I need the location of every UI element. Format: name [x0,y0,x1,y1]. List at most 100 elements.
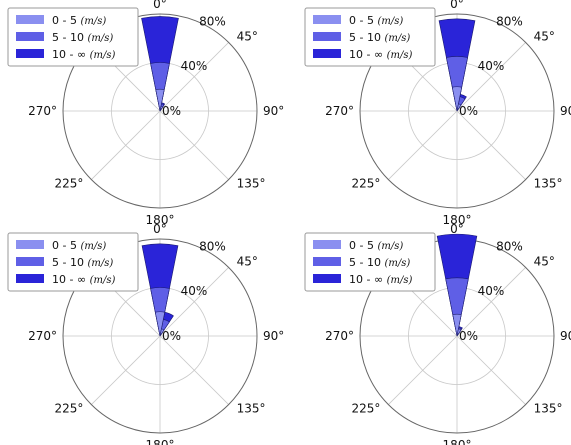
angle-tick-label: 0° [450,222,464,236]
legend-label: 5 - 10 (m/s) [52,256,113,269]
angle-tick-label: 180° [443,213,472,227]
windrose-sector [451,86,463,112]
angle-tick-label: 90° [263,329,284,343]
radial-tick-label: 40% [181,284,208,298]
legend-swatch [313,15,341,24]
angular-grid-line [159,42,229,112]
windrose-sector [456,328,462,337]
angle-tick-label: 180° [146,438,175,445]
legend-swatch [16,274,44,283]
windrose-sector [159,105,164,112]
angle-tick-label: 225° [54,402,83,416]
angular-grid-line [159,335,229,405]
angle-tick-label: 0° [153,0,167,11]
legend-label: 0 - 5 (m/s) [52,239,106,252]
angle-tick-label: 180° [146,213,175,227]
angular-grid-line [159,110,229,180]
radial-tick-label: 80% [496,239,523,253]
windrose-sector [445,277,469,337]
legend-label: 10 - ∞ (m/s) [52,48,116,61]
angle-tick-label: 180° [443,438,472,445]
angular-grid-line [456,267,526,337]
legend: 0 - 5 (m/s) 5 - 10 (m/s) 10 - ∞ (m/s) [7,7,139,67]
angle-tick-label: 0° [153,222,167,236]
angle-tick-label: 135° [534,402,563,416]
windrose-panel-1: 0° 45° 90° 135° 180° 225° 270° 0% 40% 80% 0 - 5 (m… [7,0,284,227]
legend: 0 - 5 (m/s) 5 - 10 (m/s) 10 - ∞ (m/s) [304,7,436,67]
windrose-sector [159,328,165,337]
angular-grid-line [159,267,229,337]
angle-tick-label: 270° [325,329,354,343]
radial-tick-label: 80% [199,14,226,28]
legend-label: 5 - 10 (m/s) [349,256,410,269]
windrose-sector [456,103,462,112]
legend-label: 0 - 5 (m/s) [349,14,403,27]
legend-swatch [313,49,341,58]
radial-tick-label: 80% [496,14,523,28]
legend: 0 - 5 (m/s) 5 - 10 (m/s) 10 - ∞ (m/s) [7,232,139,292]
angular-grid-line [456,110,526,180]
radial-tick-label: 40% [181,59,208,73]
angle-tick-label: 90° [263,104,284,118]
angle-tick-label: 225° [351,177,380,191]
legend-swatch [313,240,341,249]
windrose-panel-4: 0° 45° 90° 135° 180° 225° 270° 0% 40% 80% 0 - 5 (m… [304,222,571,445]
angle-tick-label: 45° [534,254,555,268]
legend-swatch [16,49,44,58]
legend-label: 10 - ∞ (m/s) [52,273,116,286]
angle-tick-label: 135° [237,402,266,416]
windrose-sector [150,62,170,112]
windrose-panels: 0° 45° 90° 135° 180° 225° 270° 0% 40% 80% 0 - 5 (m… [7,0,571,445]
legend-label: 5 - 10 (m/s) [52,31,113,44]
radial-tick-label: 0% [459,104,478,118]
angle-tick-label: 90° [560,104,571,118]
legend-swatch [16,15,44,24]
angle-tick-label: 135° [534,177,563,191]
angle-tick-label: 90° [560,329,571,343]
angle-tick-label: 225° [54,177,83,191]
angle-tick-label: 0° [450,0,464,11]
radial-tick-label: 0% [162,329,181,343]
legend-swatch [313,257,341,266]
angular-grid-line [91,335,161,405]
radial-tick-label: 40% [478,284,505,298]
windrose-sector [154,311,166,337]
angular-grid-line [388,110,458,180]
legend-label: 10 - ∞ (m/s) [349,48,413,61]
legend-swatch [16,257,44,266]
radial-tick-label: 80% [199,239,226,253]
angle-tick-label: 225° [351,402,380,416]
legend-swatch [313,274,341,283]
legend-label: 10 - ∞ (m/s) [349,273,413,286]
legend-swatch [16,240,44,249]
legend-label: 0 - 5 (m/s) [52,14,106,27]
angle-tick-label: 270° [28,329,57,343]
legend: 0 - 5 (m/s) 5 - 10 (m/s) 10 - ∞ (m/s) [304,232,436,292]
angular-grid-line [456,335,526,405]
angular-grid-line [91,110,161,180]
angle-tick-label: 45° [237,29,258,43]
windrose-sector [446,56,468,112]
polar-outer-circle [62,13,258,209]
radial-tick-label: 40% [478,59,505,73]
polar-outer-circle [62,238,258,434]
windrose-sector [452,313,462,337]
radial-tick-label: 0% [459,329,478,343]
windrose-panel-2: 0° 45° 90° 135° 180° 225° 270° 0% 40% 80% 0 - 5 (m… [304,0,571,227]
angular-grid-line [456,42,526,112]
angular-grid-line [388,335,458,405]
radial-tick-label: 0% [162,104,181,118]
windrose-sector [155,88,165,112]
angle-tick-label: 135° [237,177,266,191]
legend-label: 5 - 10 (m/s) [349,31,410,44]
legend-swatch [16,32,44,41]
legend-label: 0 - 5 (m/s) [349,239,403,252]
polar-outer-circle [359,13,555,209]
angle-tick-label: 270° [325,104,354,118]
angle-tick-label: 45° [237,254,258,268]
legend-swatch [313,32,341,41]
windrose-panel-3: 0° 45° 90° 135° 180° 225° 270° 0% 40% 80% 0 - 5 (m… [7,222,284,445]
angle-tick-label: 45° [534,29,555,43]
angle-tick-label: 270° [28,104,57,118]
